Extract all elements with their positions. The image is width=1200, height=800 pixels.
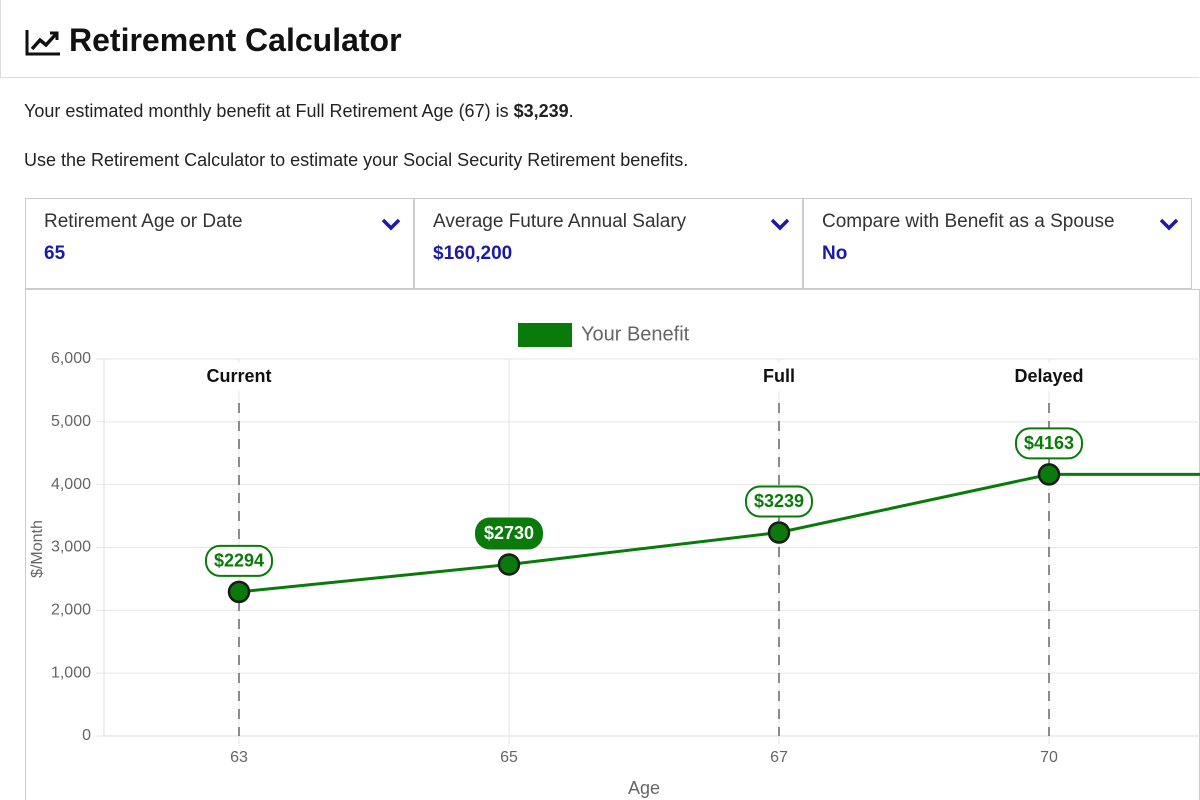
value-label-bg — [745, 485, 813, 518]
value-label-bg — [475, 517, 543, 550]
option-dropdown[interactable]: Compare with Benefit as a Spouse No — [803, 198, 1192, 289]
summary-amount: $3,239 — [513, 101, 569, 121]
chevron — [770, 218, 790, 231]
option-label: Compare with Benefit as a Spouse — [822, 211, 1115, 232]
y-tick-label: 1,000 — [51, 664, 91, 681]
x-tick-label: 63 — [230, 749, 248, 766]
value-label: $2730 — [484, 523, 534, 543]
option-label: Average Future Annual Salary — [433, 211, 687, 232]
option-dropdown[interactable]: Average Future Annual Salary $160,200 — [414, 198, 803, 289]
option-label: Retirement Age or Date — [44, 211, 243, 232]
value-label: $4163 — [1024, 433, 1074, 453]
data-point — [497, 553, 521, 576]
plot: 0 1,000 2,000 3,000 4,000 5,000 6,000 $/Month Ag… — [29, 323, 1200, 798]
value-label-bg — [205, 544, 273, 577]
intro: Use the Retirement Calculator to estimat… — [24, 150, 689, 170]
annotation: Delayed — [1014, 366, 1083, 386]
legend-swatch — [518, 323, 572, 347]
annotation-bg — [1009, 363, 1089, 391]
annotation: Current — [206, 366, 271, 386]
value-label: $2294 — [214, 551, 264, 571]
option-value: $160,200 — [433, 243, 513, 264]
y-tick-label: 6,000 — [51, 350, 91, 367]
annotation-bg — [199, 363, 279, 391]
chart-card: 0 1,000 2,000 3,000 4,000 5,000 6,000 $/Month Ag… — [25, 289, 1200, 800]
x-tick-label: 70 — [1040, 749, 1058, 766]
data-point — [227, 580, 251, 604]
option-dropdown[interactable]: Retirement Age or Date 65 — [25, 198, 414, 289]
page-title: Retirement Calculator — [69, 22, 402, 58]
option-value: No — [822, 243, 848, 264]
data-point — [1037, 463, 1061, 486]
x-axis-label: Age — [628, 778, 660, 798]
legend-label: Your Benefit — [581, 323, 690, 345]
chevron — [381, 218, 401, 231]
summary-end: . — [568, 101, 574, 121]
y-tick-label: 2,000 — [51, 602, 91, 619]
y-tick-label: 3,000 — [51, 539, 91, 556]
value-label: $3239 — [754, 491, 804, 511]
chart-icon — [25, 30, 60, 56]
chart: 0 1,000 2,000 3,000 4,000 5,000 6,000 $/Month Ag… — [29, 323, 1200, 798]
y-axis-label: $/Month — [29, 520, 46, 578]
annotation-bg — [739, 363, 819, 391]
data-point — [767, 521, 791, 544]
y-tick-label: 0 — [82, 727, 91, 744]
x-tick-label: 67 — [770, 749, 788, 766]
y-tick-label: 4,000 — [51, 476, 91, 493]
series-line — [238, 472, 1050, 594]
annotation: Full — [763, 366, 795, 386]
summary: Your estimated monthly benefit at Full R… — [24, 101, 574, 122]
summary-text: Your estimated monthly benefit at Full R… — [24, 101, 514, 121]
value-label-bg — [1015, 427, 1083, 460]
header: Retirement Calculator — [0, 0, 1199, 78]
x-tick-label: 65 — [500, 749, 518, 766]
y-tick-label: 5,000 — [51, 413, 91, 430]
chevron — [1159, 218, 1179, 231]
option-value: 65 — [44, 243, 66, 264]
